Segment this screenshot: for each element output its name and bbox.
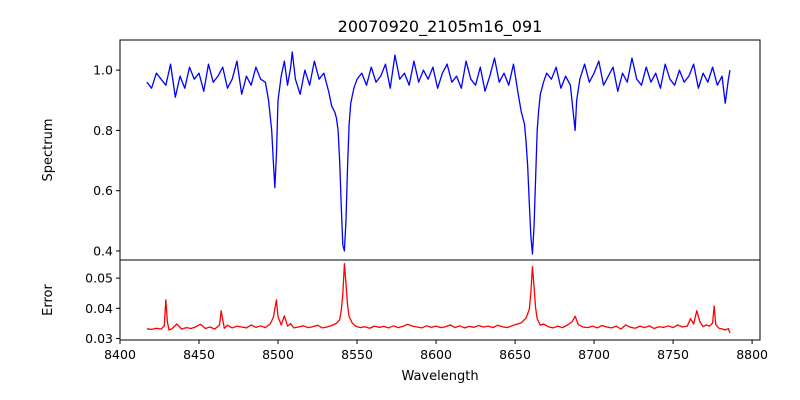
wavelength-x-tick-label: 8400	[104, 347, 136, 362]
spectrum-y-ticks: 0.4 0.6 0.8 1.0	[93, 63, 120, 258]
spectrum-y-tick-label: 0.4	[93, 243, 113, 258]
error-y-ticks: 0.03 0.04 0.05	[85, 271, 120, 346]
wavelength-x-tick-label: 8600	[420, 347, 452, 362]
error-axes-frame	[119, 259, 761, 341]
wavelength-x-tick-label: 8700	[578, 347, 610, 362]
wavelength-x-tick-label: 8550	[341, 347, 373, 362]
wavelength-x-tick-label: 8750	[657, 347, 689, 362]
wavelength-x-ticks: 8400 8450 8500 8550 8600 8650 8700 8750 8800	[104, 340, 768, 362]
error-y-tick-label: 0.04	[85, 301, 113, 316]
error-y-tick-label: 0.03	[85, 331, 113, 346]
wavelength-x-axis-label: Wavelength	[401, 369, 478, 384]
spectrum-y-tick-label: 0.6	[93, 183, 113, 198]
wavelength-x-tick-label: 8500	[262, 347, 294, 362]
wavelength-x-tick-label: 8650	[499, 347, 531, 362]
spectrum-y-tick-label: 1.0	[93, 63, 113, 78]
spectrum-y-tick-label: 0.8	[93, 123, 113, 138]
spectrum-series-line-0	[146, 51, 731, 255]
chart-title: 20070920_2105m16_091	[338, 17, 543, 37]
error-series-group	[146, 262, 731, 334]
wavelength-x-tick-label: 8450	[183, 347, 215, 362]
wavelength-x-tick-label: 8800	[736, 347, 768, 362]
error-y-tick-label: 0.05	[85, 271, 113, 286]
error-y-axis-label: Error	[41, 284, 56, 316]
spectrum-series-group	[146, 51, 731, 255]
error-panel: 0.03 0.04 0.05 8400 8450 8500 8550 8600 8650 870…	[41, 259, 768, 384]
error-series-line-0	[146, 262, 731, 334]
spectrum-y-axis-label: Spectrum	[41, 119, 56, 182]
